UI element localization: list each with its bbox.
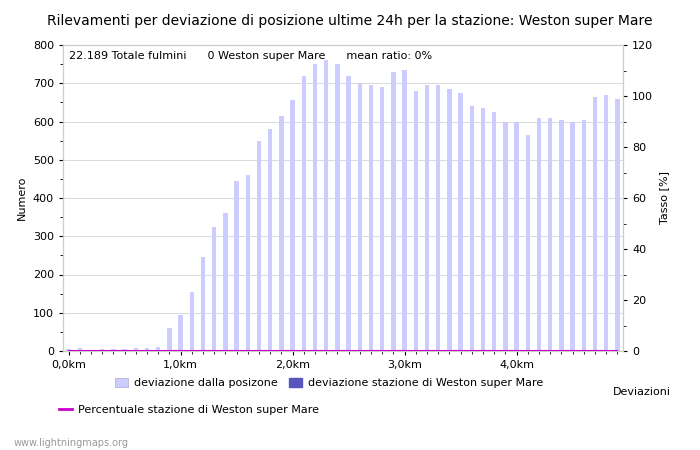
Bar	[290, 100, 295, 351]
Bar	[582, 120, 586, 351]
Bar	[346, 76, 351, 351]
Bar	[537, 117, 541, 351]
Bar	[257, 140, 261, 351]
Bar	[89, 350, 93, 351]
Bar	[470, 106, 474, 351]
Bar	[391, 72, 395, 351]
Bar	[223, 213, 228, 351]
Bar	[246, 175, 250, 351]
Bar	[458, 93, 463, 351]
Bar	[313, 64, 317, 351]
Bar	[134, 348, 138, 351]
Bar	[436, 85, 440, 351]
Bar	[559, 120, 564, 351]
Bar	[100, 350, 104, 351]
Bar	[190, 292, 194, 351]
Bar	[414, 91, 418, 351]
Y-axis label: Numero: Numero	[18, 176, 27, 220]
Legend: deviazione dalla posizone, deviazione stazione di Weston super Mare: deviazione dalla posizone, deviazione st…	[111, 374, 547, 393]
Bar	[167, 328, 172, 351]
Bar	[402, 70, 407, 351]
Bar	[548, 117, 552, 351]
Bar	[503, 122, 507, 351]
Bar	[122, 349, 127, 351]
Y-axis label: Tasso [%]: Tasso [%]	[659, 171, 668, 225]
Bar	[212, 227, 216, 351]
Bar	[447, 89, 452, 351]
Bar	[335, 64, 340, 351]
Bar	[145, 348, 149, 351]
Bar	[302, 76, 306, 351]
Bar	[324, 60, 328, 351]
Text: www.lightningmaps.org: www.lightningmaps.org	[14, 438, 129, 448]
Bar	[358, 83, 362, 351]
Bar	[481, 108, 485, 351]
Text: Deviazioni: Deviazioni	[612, 387, 671, 397]
Bar	[78, 348, 82, 351]
Text: 22.189 Totale fulmini      0 Weston super Mare      mean ratio: 0%: 22.189 Totale fulmini 0 Weston super Mar…	[69, 51, 432, 61]
Text: Rilevamenti per deviazione di posizione ultime 24h per la stazione: Weston super: Rilevamenti per deviazione di posizione …	[48, 14, 652, 27]
Bar	[380, 87, 384, 351]
Bar	[425, 85, 429, 351]
Bar	[111, 349, 116, 351]
Bar	[615, 99, 620, 351]
Bar	[492, 112, 496, 351]
Bar	[604, 95, 608, 351]
Bar	[514, 122, 519, 351]
Bar	[201, 257, 205, 351]
Bar	[178, 315, 183, 351]
Bar	[66, 349, 71, 351]
Bar	[268, 129, 272, 351]
Bar	[369, 85, 373, 351]
Bar	[279, 116, 284, 351]
Bar	[593, 97, 597, 351]
Legend: Percentuale stazione di Weston super Mare: Percentuale stazione di Weston super Mar…	[55, 401, 323, 420]
Bar	[526, 135, 530, 351]
Bar	[570, 122, 575, 351]
Bar	[156, 347, 160, 351]
Bar	[234, 181, 239, 351]
